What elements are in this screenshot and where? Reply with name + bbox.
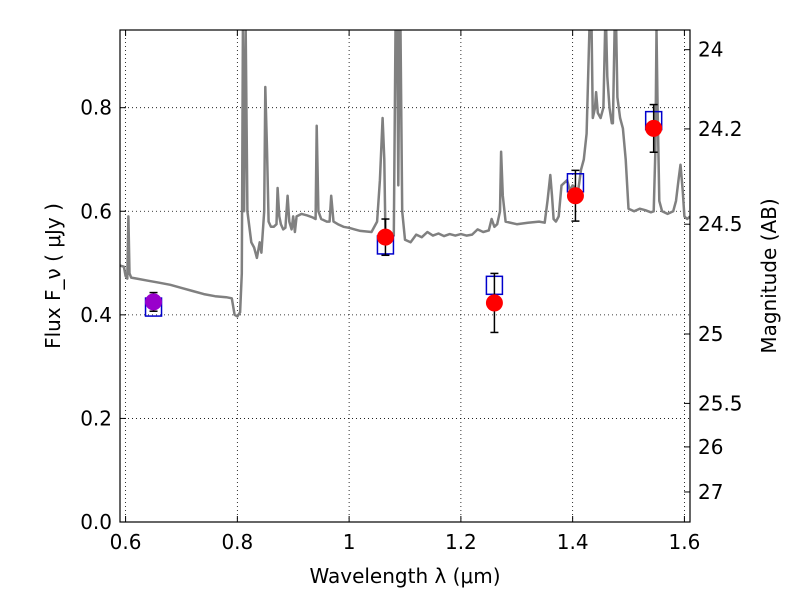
axis-ticks: 0.6 0.8 1 1.2 1.4 1.6 0.0 0.2 0.4 0.6 0.8 24 24.2 24.… [80, 30, 743, 554]
plot-frame [119, 29, 691, 523]
y-tick-label: 0.4 [80, 303, 112, 327]
observed-point [645, 119, 663, 137]
y-tick-label: 0.8 [80, 96, 112, 120]
y-axis-title: Flux F_ν ( μJy ) [41, 203, 65, 349]
magnitude-tick-label: 24 [698, 38, 723, 62]
magnitude-tick-label: 24.2 [698, 117, 743, 141]
magnitude-tick-label: 27 [698, 480, 723, 504]
y-tick-label: 0.0 [80, 510, 112, 534]
model-sed-line [120, 30, 690, 318]
x-tick-label: 0.6 [110, 530, 142, 554]
x-tick-label: 1 [343, 530, 356, 554]
x-tick-label: 0.8 [221, 530, 253, 554]
magnitude-tick-label: 24.5 [698, 212, 743, 236]
observed-point [566, 187, 584, 205]
magnitude-tick-label: 26 [698, 435, 723, 459]
observed-point [485, 294, 503, 312]
magnitude-tick-label: 25 [698, 322, 723, 346]
observed-point [376, 228, 394, 246]
y-tick-label: 0.2 [80, 406, 112, 430]
right-axis-title: Magnitude (AB) [757, 198, 781, 353]
x-tick-label: 1.6 [669, 530, 701, 554]
plot-area [120, 30, 690, 334]
magnitude-tick-label: 25.5 [698, 391, 743, 415]
x-axis-title: Wavelength λ (μm) [309, 564, 500, 588]
x-tick-label: 1.4 [557, 530, 589, 554]
y-tick-label: 0.6 [80, 199, 112, 223]
observed-point [145, 293, 163, 311]
x-tick-label: 1.2 [445, 530, 477, 554]
